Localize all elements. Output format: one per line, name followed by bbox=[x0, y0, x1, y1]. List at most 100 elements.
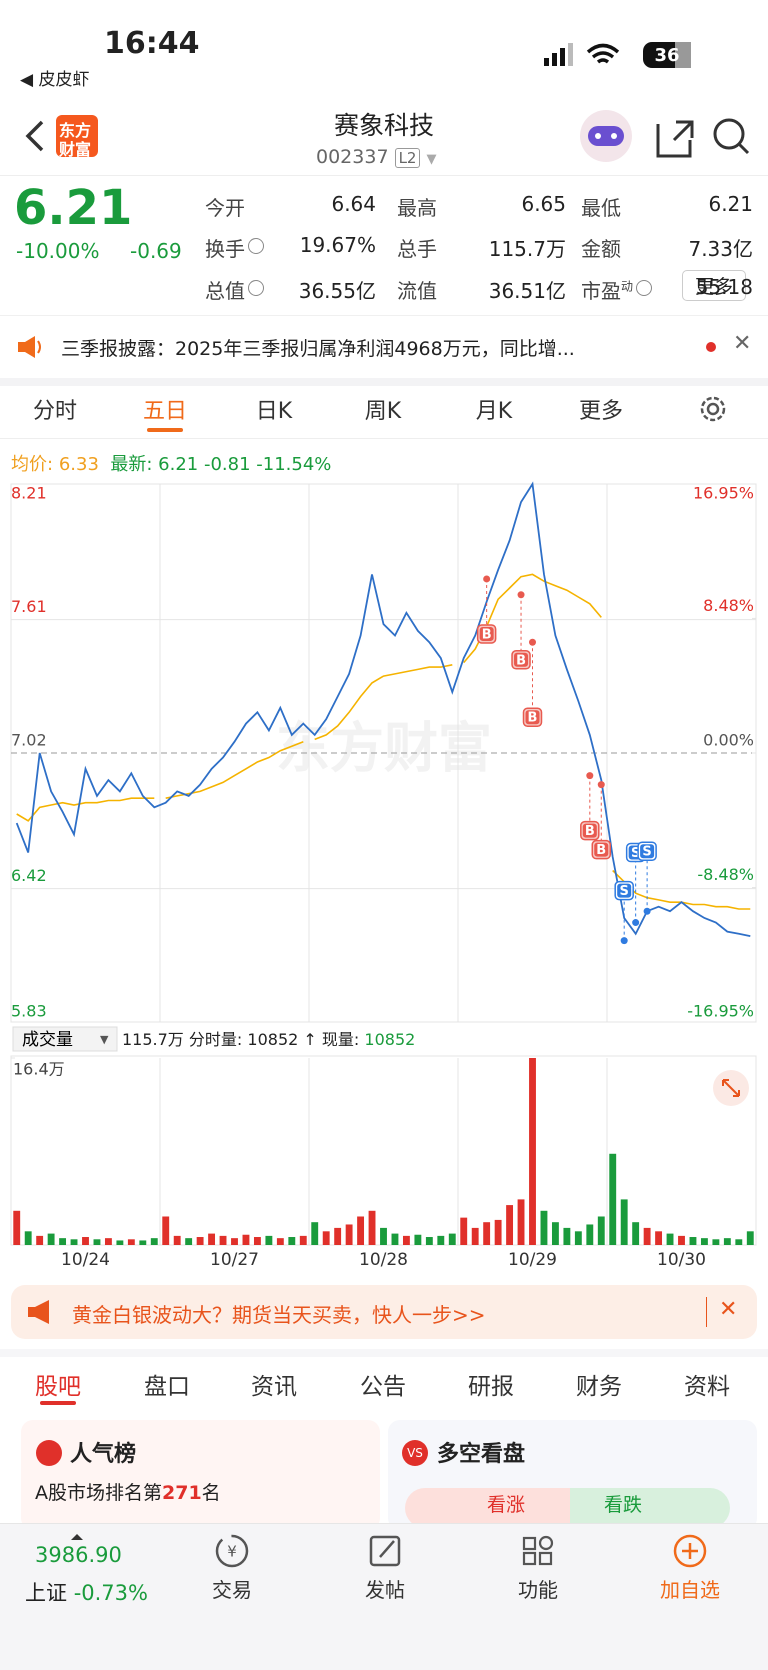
volume-bar bbox=[185, 1238, 193, 1245]
trade-label: S bbox=[642, 845, 651, 860]
logo-bottom: 财富 bbox=[59, 140, 92, 159]
volume-bar bbox=[93, 1239, 101, 1245]
share-icon[interactable] bbox=[656, 120, 694, 158]
latest-label: 最新: bbox=[110, 454, 153, 475]
index-change: -0.73% bbox=[73, 1581, 148, 1605]
bottom-item[interactable]: 加自选 bbox=[660, 1578, 720, 1602]
rank-prefix: A股市场排名第 bbox=[35, 1482, 162, 1504]
volume-bar bbox=[127, 1239, 135, 1245]
popularity-card[interactable] bbox=[21, 1420, 380, 1530]
trade-label: B bbox=[516, 653, 526, 668]
volume-bar bbox=[36, 1235, 44, 1245]
section-tab[interactable]: 资讯 bbox=[251, 1374, 297, 1400]
trade-box-inner bbox=[514, 652, 529, 667]
sentiment-title: 多空看盘 bbox=[437, 1442, 526, 1467]
section-tab[interactable]: 研报 bbox=[468, 1374, 514, 1400]
bottom-item[interactable]: 交易 bbox=[212, 1578, 252, 1602]
latest: 6.21 bbox=[158, 454, 199, 475]
volume-frame bbox=[10, 1055, 757, 1246]
summary: 均价: 6.33 最新: 6.21 -0.81 -11.54% bbox=[11, 450, 331, 476]
ad-close[interactable]: ✕ bbox=[719, 1297, 738, 1322]
down-bar[interactable] bbox=[570, 1488, 730, 1528]
volume-tick-label: 分时量: bbox=[189, 1030, 242, 1049]
info-icon[interactable] bbox=[248, 238, 264, 254]
stat-value: 6.64 bbox=[331, 192, 376, 216]
chart-tab[interactable]: 分时 bbox=[32, 399, 77, 424]
bottom-item[interactable]: 发帖 bbox=[365, 1578, 405, 1602]
stat-value: 7.33亿 bbox=[688, 237, 753, 261]
volume-bar bbox=[712, 1239, 720, 1245]
stat-label: 最高 bbox=[397, 196, 437, 220]
section-underline bbox=[40, 1401, 76, 1405]
volume-bar bbox=[173, 1235, 181, 1245]
divider bbox=[0, 175, 768, 176]
more-button[interactable]: 更多 bbox=[682, 270, 747, 301]
index-value[interactable]: 3986.90 bbox=[35, 1543, 122, 1567]
dropdown: ▼ bbox=[100, 1033, 109, 1046]
stat-value: 6.65 bbox=[521, 192, 566, 216]
volume-bar bbox=[334, 1227, 342, 1245]
volume-bar bbox=[425, 1237, 433, 1245]
popularity-rank: A股市场排名第271名 bbox=[35, 1478, 221, 1505]
level: L2 bbox=[394, 148, 421, 168]
volume-bar bbox=[311, 1222, 319, 1245]
section-tab[interactable]: 股吧 bbox=[35, 1374, 81, 1400]
settings-icon[interactable] bbox=[697, 393, 729, 425]
stat-label: 总值 bbox=[205, 275, 264, 304]
index-name: 上证 bbox=[25, 1581, 67, 1605]
section-tab[interactable]: 财务 bbox=[576, 1374, 622, 1400]
stat-value: 19.67% bbox=[299, 233, 376, 257]
volume-bar bbox=[242, 1234, 250, 1245]
trade-label: B bbox=[482, 627, 492, 642]
volume-bar bbox=[104, 1238, 112, 1245]
volume-bar bbox=[529, 1058, 536, 1245]
volume-selector bbox=[12, 1026, 118, 1052]
avg: 6.33 bbox=[58, 454, 99, 475]
trade-dot bbox=[586, 772, 594, 780]
index-line: 上证 -0.73% bbox=[25, 1577, 148, 1607]
volume-bar bbox=[288, 1237, 296, 1245]
x-tick-label: 10/28 bbox=[359, 1250, 408, 1270]
volume-bar bbox=[666, 1233, 674, 1245]
info-icon[interactable] bbox=[636, 280, 653, 296]
chart-tab[interactable]: 月K bbox=[475, 399, 513, 424]
search-icon[interactable] bbox=[713, 118, 745, 150]
change-pct: -10.00% bbox=[16, 239, 100, 263]
y2-tick-label: -8.48% bbox=[697, 865, 754, 884]
volume-bar bbox=[276, 1238, 284, 1245]
news-close[interactable]: ✕ bbox=[733, 331, 752, 356]
volume-bar bbox=[506, 1205, 514, 1245]
up-bar[interactable] bbox=[405, 1488, 570, 1528]
volume-bar bbox=[574, 1231, 582, 1245]
volume-bar bbox=[391, 1233, 399, 1245]
volume-bar bbox=[357, 1216, 365, 1245]
volume-bar bbox=[402, 1235, 410, 1245]
chart-tab[interactable]: 更多 bbox=[578, 399, 623, 424]
svg-text:¥: ¥ bbox=[227, 1543, 237, 1561]
trade-label: S bbox=[620, 884, 629, 899]
bottom-item[interactable]: 功能 bbox=[518, 1578, 558, 1602]
back-arrow[interactable] bbox=[25, 120, 44, 152]
section-tab[interactable]: 资料 bbox=[684, 1374, 730, 1400]
chart-tab[interactable]: 五日 bbox=[142, 399, 187, 424]
y-tick-label: 7.02 bbox=[11, 731, 47, 750]
back-app[interactable]: ◀ 皮皮虾 bbox=[20, 70, 90, 90]
section-tab[interactable]: 盘口 bbox=[144, 1374, 190, 1400]
chart-tab[interactable]: 日K bbox=[255, 399, 293, 424]
volume-bar bbox=[24, 1231, 32, 1245]
volume-bar bbox=[735, 1239, 743, 1245]
chart-tab[interactable]: 周K bbox=[364, 399, 402, 424]
rank-suffix: 名 bbox=[201, 1482, 221, 1504]
volume-bar bbox=[723, 1238, 731, 1245]
news-bar[interactable] bbox=[0, 315, 768, 386]
stat-sup: 动 bbox=[621, 279, 634, 294]
vs-icon: VS bbox=[402, 1440, 428, 1466]
watermark: 东方财富 bbox=[276, 717, 492, 780]
volume-bar bbox=[150, 1238, 158, 1245]
y2-tick-label: 16.95% bbox=[693, 484, 754, 503]
up-label: 看涨 bbox=[487, 1494, 526, 1516]
section-tab[interactable]: 公告 bbox=[360, 1374, 406, 1400]
info-icon[interactable] bbox=[248, 280, 264, 296]
ad-banner[interactable] bbox=[11, 1285, 757, 1339]
volume-now-label: 现量: bbox=[322, 1030, 359, 1049]
